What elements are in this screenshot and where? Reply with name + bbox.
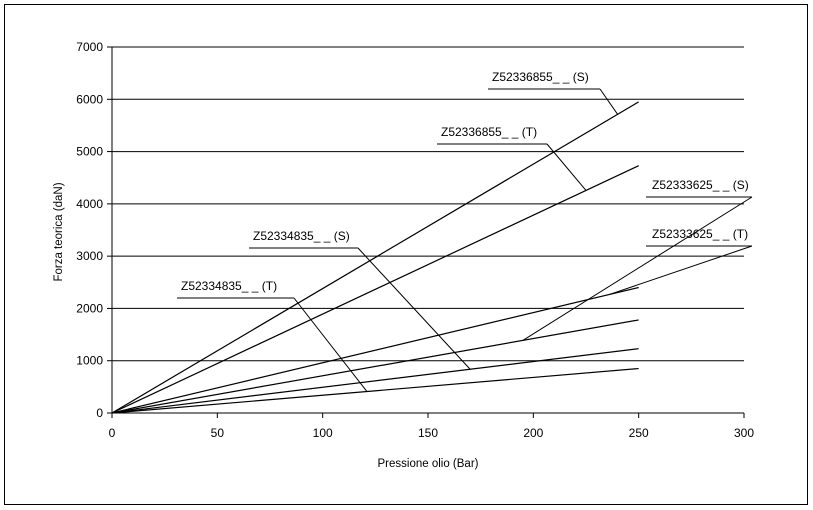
x-tick-label: 200 <box>523 426 543 440</box>
annotation-label: Z52336855_ _ (S) <box>492 70 589 84</box>
axes <box>107 46 745 418</box>
annotation-label: Z52333625_ _ (S) <box>652 178 749 192</box>
series-line-2 <box>111 286 639 414</box>
annotation-label: Z52336855_ _ (T) <box>441 125 537 139</box>
y-tick-label: 4000 <box>76 197 103 211</box>
chart-frame <box>4 4 808 505</box>
x-tick-label: 250 <box>629 426 649 440</box>
annotation-leader <box>357 247 471 370</box>
gridlines <box>112 46 744 362</box>
y-tick-label: 7000 <box>76 40 103 54</box>
y-axis-title: Forza teorica (daN) <box>53 182 65 281</box>
x-tick-label: 50 <box>211 426 225 440</box>
x-tick-label: 300 <box>734 426 754 440</box>
x-tick-label: 150 <box>418 426 438 440</box>
annotation-label: Z52334835_ _ (T) <box>181 279 277 293</box>
series-line-3 <box>111 319 639 414</box>
y-tick-label: 3000 <box>76 249 103 263</box>
series-line-5 <box>111 367 639 414</box>
y-tick-label: 5000 <box>76 145 103 159</box>
annotation-leader <box>609 245 753 296</box>
tick-labels: 0 1000 2000 3000 4000 5000 6000 7000 0 50 100 150 20… <box>76 40 754 440</box>
x-tick-label: 100 <box>313 426 333 440</box>
annotation-label: Z52334835_ _ (S) <box>253 229 350 243</box>
x-tick-label: 0 <box>109 426 116 440</box>
series-line-1 <box>111 165 639 414</box>
annotation-leader <box>546 143 587 191</box>
annotation-leader <box>293 297 368 392</box>
series-line-0 <box>111 101 639 414</box>
annotation-label: Z52333625_ _ (T) <box>652 227 748 241</box>
annotation-leader <box>522 196 753 341</box>
annotation-leader <box>599 88 619 115</box>
series-lines <box>111 101 639 414</box>
y-tick-label: 0 <box>96 406 103 420</box>
y-tick-label: 6000 <box>76 92 103 106</box>
x-axis-title: Pressione olio (Bar) <box>378 458 479 470</box>
series-line-4 <box>111 348 639 414</box>
series-annotations: Z52336855_ _ (S) Z52336855_ _ (T) Z5233362… <box>177 70 753 392</box>
y-tick-label: 2000 <box>76 301 103 315</box>
y-tick-label: 1000 <box>76 354 103 368</box>
